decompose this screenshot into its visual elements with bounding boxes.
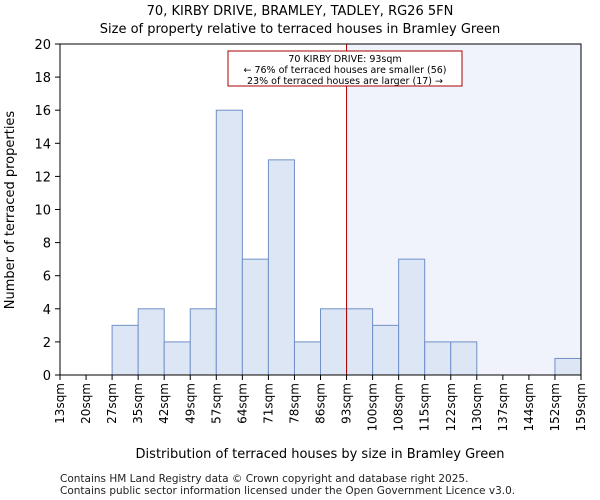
y-tick-label: 20 [34, 38, 51, 53]
y-tick-label: 12 [34, 170, 51, 185]
x-tick-label: 78sqm [287, 383, 301, 424]
histogram-bar [163, 341, 191, 376]
y-tick-label: 6 [43, 270, 51, 285]
histogram-bar [450, 341, 478, 376]
histogram-chart: 70, KIRBY DRIVE, BRAMLEY, TADLEY, RG26 5… [3, 4, 588, 462]
x-tick-label: 35sqm [131, 383, 145, 424]
annotation-line: 23% of terraced houses are larger (17) → [247, 76, 443, 87]
y-tick-label: 4 [43, 303, 51, 318]
histogram-bar [424, 341, 452, 376]
x-tick-label: 122sqm [444, 383, 458, 431]
annotation-line: ← 76% of terraced houses are smaller (56… [243, 65, 446, 76]
footer-licence: Contains public sector information licen… [60, 485, 516, 497]
footer-copyright: Contains HM Land Registry data © Crown c… [60, 473, 469, 485]
x-tick-label: 57sqm [209, 383, 223, 424]
histogram-bar [320, 308, 348, 376]
histogram-bar [398, 258, 426, 376]
chart-subtitle: Size of property relative to terraced ho… [100, 22, 500, 37]
x-axis-label: Distribution of terraced houses by size … [136, 447, 505, 462]
x-tick-label: 93sqm [340, 383, 354, 424]
y-tick-label: 2 [43, 336, 51, 351]
x-tick-label: 152sqm [548, 383, 562, 431]
y-axis-label: Number of terraced properties [3, 111, 18, 310]
x-tick-label: 137sqm [496, 383, 510, 431]
annotation-line: 70 KIRBY DRIVE: 93sqm [288, 54, 401, 65]
x-tick-label: 49sqm [183, 383, 197, 424]
x-tick-label: 13sqm [53, 383, 67, 424]
x-tick-label: 108sqm [392, 383, 406, 431]
y-tick-label: 18 [34, 71, 51, 86]
chart-title: 70, KIRBY DRIVE, BRAMLEY, TADLEY, RG26 5… [147, 4, 454, 19]
x-tick-label: 64sqm [235, 383, 249, 424]
histogram-bar [554, 357, 582, 376]
y-tick-label: 0 [43, 369, 51, 384]
x-tick-label: 86sqm [314, 383, 328, 424]
y-tick-label: 8 [43, 237, 51, 252]
y-tick-label: 14 [34, 137, 51, 152]
y-tick-label: 16 [34, 104, 51, 119]
x-tick-label: 42sqm [157, 383, 171, 424]
histogram-bar [267, 159, 295, 376]
histogram-bar [111, 324, 139, 376]
x-tick-label: 159sqm [574, 383, 588, 431]
x-tick-label: 130sqm [470, 383, 484, 431]
x-tick-label: 115sqm [418, 383, 432, 431]
x-tick-label: 20sqm [79, 383, 93, 424]
highlight-region [346, 44, 581, 375]
plot-area: 0 2 4 6 8 10 12 14 16 18 20 13sqm 20sqm 27sqm 35sqm 42s… [34, 38, 588, 431]
y-tick-label: 10 [34, 204, 51, 219]
histogram-bar [189, 308, 217, 376]
x-tick-label: 100sqm [366, 383, 380, 431]
histogram-bar [293, 341, 322, 376]
annotation-box [227, 50, 463, 87]
x-tick-label: 144sqm [522, 383, 536, 431]
x-tick-label: 71sqm [261, 383, 275, 424]
histogram-bar [215, 109, 243, 376]
x-tick-label: 27sqm [105, 383, 119, 424]
histogram-bar [241, 258, 269, 376]
histogram-bar [346, 308, 374, 376]
histogram-bar [137, 308, 165, 376]
histogram-bar [372, 324, 400, 376]
